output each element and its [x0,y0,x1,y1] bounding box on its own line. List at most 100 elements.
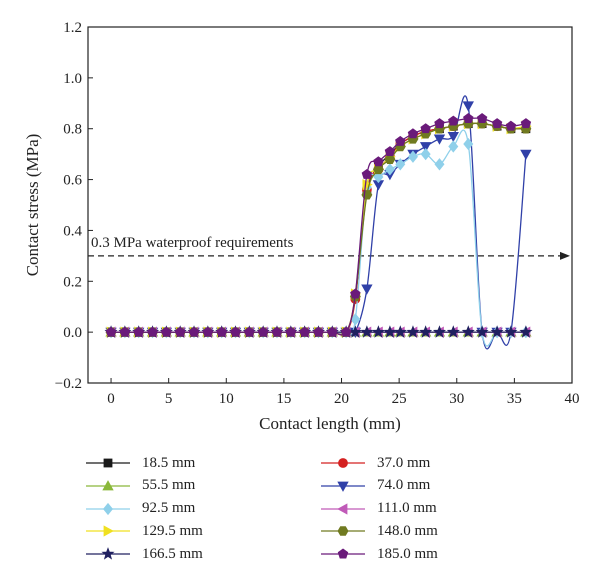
data-point [105,326,117,337]
data-point [433,134,446,145]
data-point [360,325,374,338]
data-point [519,325,533,338]
plot-border [87,26,573,384]
waterproof-threshold-annotation: 0.3 MPa waterproof requirements [88,235,570,260]
data-point [419,325,433,338]
data-point [350,288,361,299]
series-185-0-mm [105,113,532,337]
data-point [420,148,431,161]
data-point [373,170,384,184]
legend-label: 111.0 mm [377,500,437,517]
x-tick-label: 15 [276,391,291,407]
x-tick-label: 40 [565,391,580,407]
data-point [476,113,488,123]
data-point [491,118,503,129]
data-point [361,190,373,200]
legend-item: 166.5 mm [84,543,203,565]
legend-label: 55.5 mm [142,477,196,494]
data-point [432,325,447,338]
y-tick-label: 0.6 [63,173,82,189]
data-point [361,284,373,295]
legend-swatch-marker [103,525,114,538]
data-point [257,326,269,337]
x-tick-label: 25 [392,391,407,407]
legend-swatch [321,548,365,559]
legend-swatch [86,547,130,560]
data-point [447,131,459,143]
legend-swatch [86,458,130,468]
data-point [505,120,517,131]
data-point [361,168,373,179]
y-axis-label: Contact stress (MPa) [23,134,42,277]
data-point [420,123,431,134]
threshold-arrow-head [560,251,570,260]
data-point [406,325,420,338]
data-point [463,137,474,151]
data-point [384,146,396,157]
legend-item: 55.5 mm [84,475,195,497]
data-point [520,149,532,160]
data-point [407,128,419,139]
legend-swatch [86,525,130,538]
legend-swatch [86,502,130,515]
legend-item: 185.0 mm [319,543,438,565]
data-point [384,163,395,176]
legend-swatch [321,458,365,468]
legend-swatch-marker [103,458,113,468]
legend-item: 92.5 mm [84,498,195,520]
legend-swatch [86,479,130,491]
data-point [395,158,406,171]
data-point [188,326,200,337]
x-axis-label: Contact length (mm) [259,414,401,433]
data-point [520,118,532,129]
legend-swatch-marker [102,479,114,491]
legend-label: 92.5 mm [142,500,196,517]
data-point [133,326,144,337]
data-point [230,326,241,337]
legend-swatch-marker [337,502,348,515]
y-tick-label: 1.0 [63,71,82,87]
legend-item: 129.5 mm [84,520,203,542]
legend-swatch-marker [337,481,349,492]
data-point [119,326,131,337]
legend-swatch-marker [338,458,348,468]
legend-item: 74.0 mm [319,475,430,497]
data-point [448,140,459,153]
data-point [393,325,407,338]
legend-label: 129.5 mm [142,522,203,539]
data-point [384,154,396,164]
data-point [147,326,158,337]
x-tick-label: 10 [219,391,234,407]
data-point [244,326,255,337]
data-point [161,326,172,337]
data-point [271,326,283,337]
data-point [462,101,474,112]
legend-item: 111.0 mm [319,498,437,520]
data-point [350,313,361,326]
legend-label: 37.0 mm [377,454,431,471]
data-point [373,156,384,167]
x-tick-label: 30 [449,391,464,407]
legend-label: 148.0 mm [377,522,438,539]
legend-item: 37.0 mm [319,452,430,474]
data-point [285,326,297,337]
legend-swatch [321,526,365,537]
data-point [434,118,445,129]
x-axis: 0 5 10 15 20 25 30 35 40 [107,378,580,407]
y-axis: −0.2 0.0 0.2 0.4 0.6 0.8 1.0 1.2 [55,20,93,392]
data-point [216,326,227,337]
data-point [419,142,432,153]
legend-swatch-marker [337,548,349,559]
data-point [313,326,324,337]
legend-label: 166.5 mm [142,545,203,562]
y-tick-label: 0.8 [63,122,82,138]
data-point [299,326,310,337]
data-point [448,115,459,126]
y-tick-label: 0.4 [63,223,82,239]
legend-swatch-marker [337,526,349,537]
data-point [475,325,489,338]
threshold-label: 0.3 MPa waterproof requirements [91,235,294,251]
data-point [202,326,214,337]
x-tick-label: 20 [334,391,349,407]
data-point [371,325,385,338]
